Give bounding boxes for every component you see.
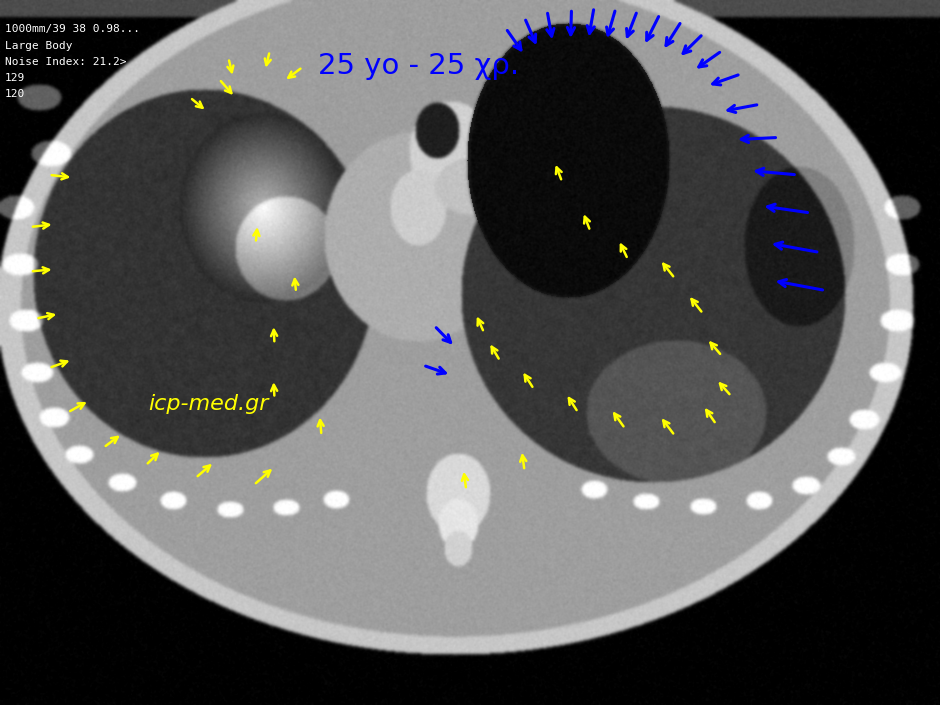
Text: Large Body: Large Body (5, 41, 72, 51)
Text: 1000mm/39 38 0.98...: 1000mm/39 38 0.98... (5, 25, 140, 35)
Text: icp-med.gr: icp-med.gr (149, 394, 269, 415)
Text: Noise Index: 21.2>: Noise Index: 21.2> (5, 57, 126, 67)
Text: 129: 129 (5, 73, 25, 83)
Text: 120: 120 (5, 90, 25, 99)
Text: 25 yo - 25 χρ.: 25 yo - 25 χρ. (318, 52, 519, 80)
